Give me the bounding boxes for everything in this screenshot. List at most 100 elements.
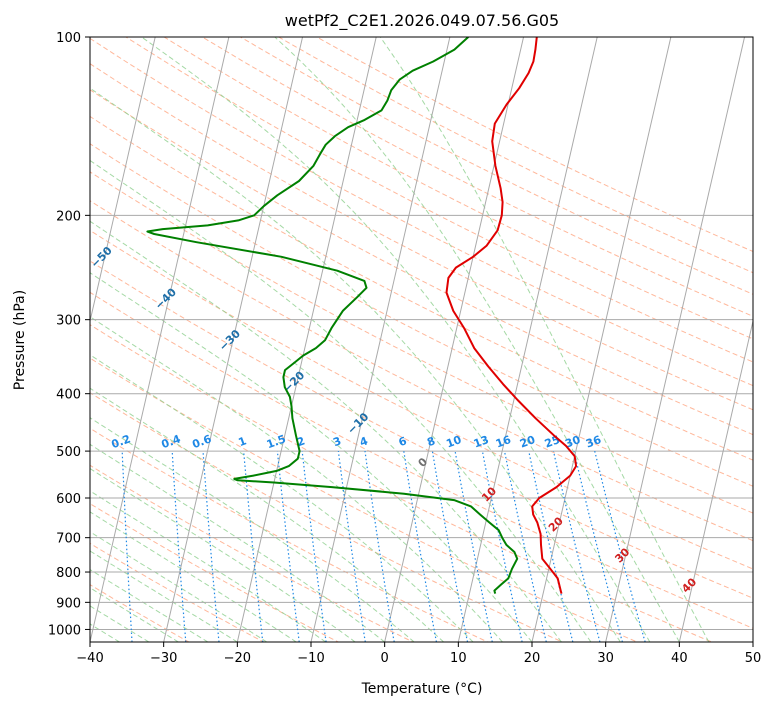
y-axis-label: Pressure (hPa) — [12, 290, 28, 390]
dry-adiabat — [316, 37, 753, 253]
dry-adiabat — [90, 324, 714, 642]
background-lines — [0, 37, 753, 642]
mixing-ratio-label: 36 — [584, 433, 603, 451]
mixing-ratio-label: 1.5 — [265, 432, 288, 451]
mixing-ratio-label: 6 — [397, 434, 409, 449]
mixing-ratio-line — [503, 450, 547, 642]
mixing-ratio-line — [243, 451, 264, 642]
x-tick-label: 40 — [671, 651, 688, 666]
x-tick-label: 30 — [597, 651, 614, 666]
temperature-profile — [445, 37, 578, 594]
x-tick-label: 50 — [745, 651, 762, 666]
moist-adiabat — [90, 490, 326, 642]
mixing-ratio-label: 3 — [331, 434, 343, 449]
moist-adiabat — [90, 550, 238, 642]
y-tick-label: 700 — [56, 532, 81, 547]
isotherm-label: −60 — [24, 202, 51, 229]
y-tick-label: 300 — [56, 314, 81, 329]
dry-adiabat — [90, 37, 753, 387]
x-tick-label: 0 — [381, 651, 389, 666]
y-tick-label: 200 — [56, 209, 81, 224]
dry-adiabat — [90, 584, 190, 642]
dry-adiabat — [90, 229, 753, 570]
mixing-ratio-label: 1 — [237, 434, 249, 449]
isotherm-gridline — [605, 37, 746, 642]
dry-adiabat — [163, 37, 753, 340]
x-tick-label: −10 — [297, 651, 324, 666]
mixing-ratio-label: 2 — [295, 434, 307, 449]
temperature-label: 0 — [416, 455, 431, 470]
temperature-label: 30 — [612, 545, 632, 565]
moist-adiabat — [90, 467, 356, 642]
moist-adiabat — [90, 587, 179, 642]
dry-adiabat — [90, 392, 564, 642]
y-tick-label: 900 — [56, 596, 81, 611]
x-axis-label: Temperature (°C) — [361, 681, 483, 697]
isotherm-gridline — [384, 37, 525, 642]
moist-adiabat — [379, 37, 710, 642]
dewpoint-profile — [146, 37, 519, 594]
moist-adiabat — [90, 443, 385, 642]
isotherm-gridline — [0, 37, 8, 642]
dry-adiabat — [90, 63, 753, 411]
dry-adiabat — [90, 260, 753, 599]
mixing-ratio-line — [528, 450, 574, 642]
dry-adiabat — [90, 542, 265, 642]
isotherm-gridline — [457, 37, 598, 642]
mixing-ratio-line — [301, 451, 327, 642]
dry-adiabat — [90, 200, 753, 542]
profiles — [146, 37, 578, 594]
plot-frame — [89, 36, 754, 643]
moist-adiabat — [90, 417, 415, 642]
mixing-ratio-line — [276, 451, 300, 642]
dry-adiabat — [125, 37, 753, 363]
mixing-ratio-label: 16 — [494, 433, 513, 451]
x-tick-label: 20 — [524, 651, 541, 666]
y-tick-label: 1000 — [48, 623, 81, 638]
y-tick-label: 400 — [56, 388, 81, 403]
chart-title: wetPf2_C2E1.2026.049.07.56.G05 — [285, 11, 559, 31]
x-tick-label: −30 — [150, 651, 177, 666]
moist-adiabat — [90, 220, 562, 642]
isotherm-label: −40 — [152, 285, 179, 312]
mixing-ratio-label: 0.2 — [110, 432, 133, 451]
moist-adiabat — [274, 37, 680, 642]
mixing-ratio-label: 0.4 — [160, 432, 183, 451]
dry-adiabat — [240, 37, 753, 295]
isotherm-label: −50 — [88, 244, 115, 271]
isotherm-gridline — [90, 37, 230, 642]
dry-adiabat — [90, 115, 753, 461]
moist-adiabat — [90, 87, 621, 642]
isotherm-gridline — [163, 37, 304, 642]
mixing-ratio-line — [431, 451, 469, 642]
mixing-ratio-line — [552, 450, 601, 642]
x-tick-label: −40 — [76, 651, 103, 666]
mixing-ratio-label: 25 — [543, 433, 562, 450]
dry-adiabat — [90, 171, 753, 514]
mixing-ratio-line — [573, 450, 623, 642]
x-axis: −40 −30 −20 −10 0 10 20 30 40 50 — [76, 642, 761, 666]
y-tick-label: 800 — [56, 566, 81, 581]
y-tick-label: 100 — [56, 31, 81, 46]
mixing-ratio-line — [337, 451, 366, 642]
isotherm-gridline — [236, 37, 377, 642]
mixing-ratio-label: 10 — [444, 433, 463, 451]
temperature-label: 20 — [546, 514, 566, 534]
mixing-ratio-label: 30 — [563, 433, 582, 451]
isotherm-gridline — [678, 318, 753, 642]
mixing-ratio-line — [364, 451, 395, 642]
dry-adiabat — [90, 427, 489, 642]
moist-adiabat — [90, 354, 474, 642]
mixing-ratio-label: 8 — [425, 434, 437, 449]
dry-adiabat — [202, 37, 753, 317]
isotherm-gridline — [531, 37, 672, 642]
temperature-label: 10 — [479, 484, 499, 504]
mixing-ratio-labels: 0.1 0.2 0.4 0.6 1 1.5 2 3 4 6 8 10 13 16 20 25 30 36 — [110, 432, 604, 451]
moist-adiabat — [90, 159, 592, 642]
x-tick-label: −20 — [224, 651, 251, 666]
dry-adiabat — [90, 503, 340, 642]
dry-adiabat — [90, 357, 639, 642]
moist-adiabat — [90, 568, 209, 642]
